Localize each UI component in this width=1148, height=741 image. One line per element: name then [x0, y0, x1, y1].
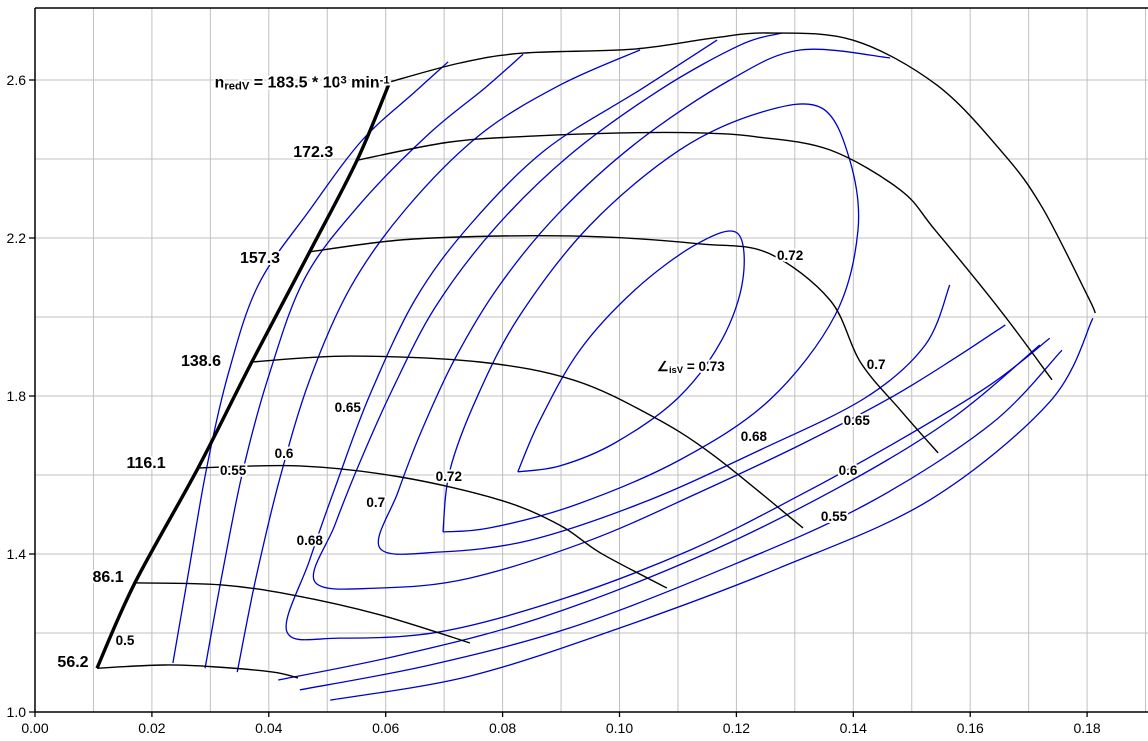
contour-label: 0.65 — [844, 413, 871, 428]
contour-line — [285, 39, 1051, 641]
contour-label: 0.7 — [366, 495, 385, 510]
speed-line-86.1 — [134, 582, 471, 644]
y-tick-label: 2.2 — [7, 230, 27, 246]
efficiency-contour-0.72 — [442, 103, 860, 533]
contour-line — [278, 344, 1041, 681]
contour-line — [330, 317, 1094, 701]
x-tick-label: 0.00 — [21, 720, 48, 736]
y-tick-label: 1.0 — [7, 704, 27, 720]
y-tick-label: 2.6 — [7, 72, 27, 88]
efficiency-contour-0.5 — [172, 61, 1094, 701]
speed-annotation: nredV = 183.5 * 103 min-1 — [215, 74, 390, 93]
axis-ticks-and-labels: 0.00 0.02 0.04 0.06 0.08 0.10 0.12 0.14 0.16 0.18… — [7, 72, 1101, 736]
contour-label: 0.68 — [297, 533, 324, 548]
contour-line — [204, 53, 524, 669]
contour-label: 0.65 — [335, 400, 362, 415]
contour-label: 0.7 — [867, 357, 886, 372]
surge-line — [95, 81, 392, 669]
speed-line-label: 157.3 — [240, 250, 280, 267]
contour-label: 0.55 — [821, 509, 848, 524]
efficiency-annotation-group: ∠isV = 0.73 — [655, 357, 727, 378]
gridlines — [35, 8, 1148, 712]
efficiency-contour-0.55 — [204, 53, 1063, 691]
efficiency-contour-0.73 — [517, 230, 745, 473]
efficiency-contour-0.65 — [285, 39, 1051, 641]
speed-line-56.2 — [96, 664, 299, 679]
y-tick-label: 1.4 — [7, 546, 27, 562]
contour-line — [299, 349, 1063, 691]
contour-label: 0.6 — [275, 446, 294, 461]
speed-lines — [96, 32, 1096, 679]
speed-line-label: 86.1 — [92, 569, 123, 586]
x-tick-label: 0.18 — [1073, 720, 1100, 736]
surge-line-group — [95, 81, 392, 669]
x-tick-label: 0.02 — [138, 720, 165, 736]
efficiency-contour-0.68 — [312, 32, 1006, 590]
speed-line-label: 56.2 — [57, 654, 88, 671]
contour-label: 0.68 — [741, 429, 768, 444]
speed-line-116.1 — [198, 464, 668, 589]
speed-line-183.5 — [389, 32, 1096, 314]
speed-line-172.3 — [356, 131, 1053, 381]
x-tick-label: 0.14 — [840, 720, 867, 736]
efficiency-annotation: ∠isV = 0.73 — [657, 359, 725, 376]
contour-label: 0.55 — [220, 463, 247, 478]
speed-line-label: 172.3 — [293, 144, 333, 161]
contour-line — [442, 103, 860, 533]
x-tick-label: 0.04 — [255, 720, 282, 736]
x-tick-label: 0.16 — [957, 720, 984, 736]
contour-line — [517, 230, 745, 473]
efficiency-contours — [172, 32, 1094, 701]
contour-line — [312, 32, 1006, 590]
speed-line-157.3 — [309, 234, 939, 454]
contour-line — [236, 49, 641, 673]
speed-line-label: 138.6 — [181, 353, 221, 370]
contour-label: 0.72 — [777, 248, 803, 263]
x-tick-label: 0.06 — [372, 720, 399, 736]
contour-label: 0.6 — [839, 463, 858, 478]
efficiency-contour-0.6 — [236, 49, 1041, 681]
contour-label: 0.72 — [436, 469, 462, 484]
x-tick-label: 0.08 — [489, 720, 516, 736]
contour-line — [172, 61, 449, 664]
y-tick-label: 1.8 — [7, 388, 27, 404]
axes — [34, 7, 1148, 713]
speed-line-label: 116.1 — [126, 455, 165, 472]
contour-label: 0.5 — [116, 633, 135, 648]
speed-line-138.6 — [251, 355, 804, 529]
x-tick-label: 0.10 — [606, 720, 633, 736]
contour-line — [377, 48, 951, 555]
speed-line-labels: 56.2 86.1 116.1 138.6 157.3 172.3 — [55, 142, 335, 673]
speed-annotation-group: nredV = 183.5 * 103 min-1 — [213, 72, 392, 95]
efficiency-contour-0.7 — [377, 48, 951, 555]
contour-labels: 0.5 0.55 0.55 0.6 0.6 0.65 0.65 0.68 0.68 0.7 0.7 0… — [114, 246, 888, 650]
x-tick-label: 0.12 — [723, 720, 750, 736]
